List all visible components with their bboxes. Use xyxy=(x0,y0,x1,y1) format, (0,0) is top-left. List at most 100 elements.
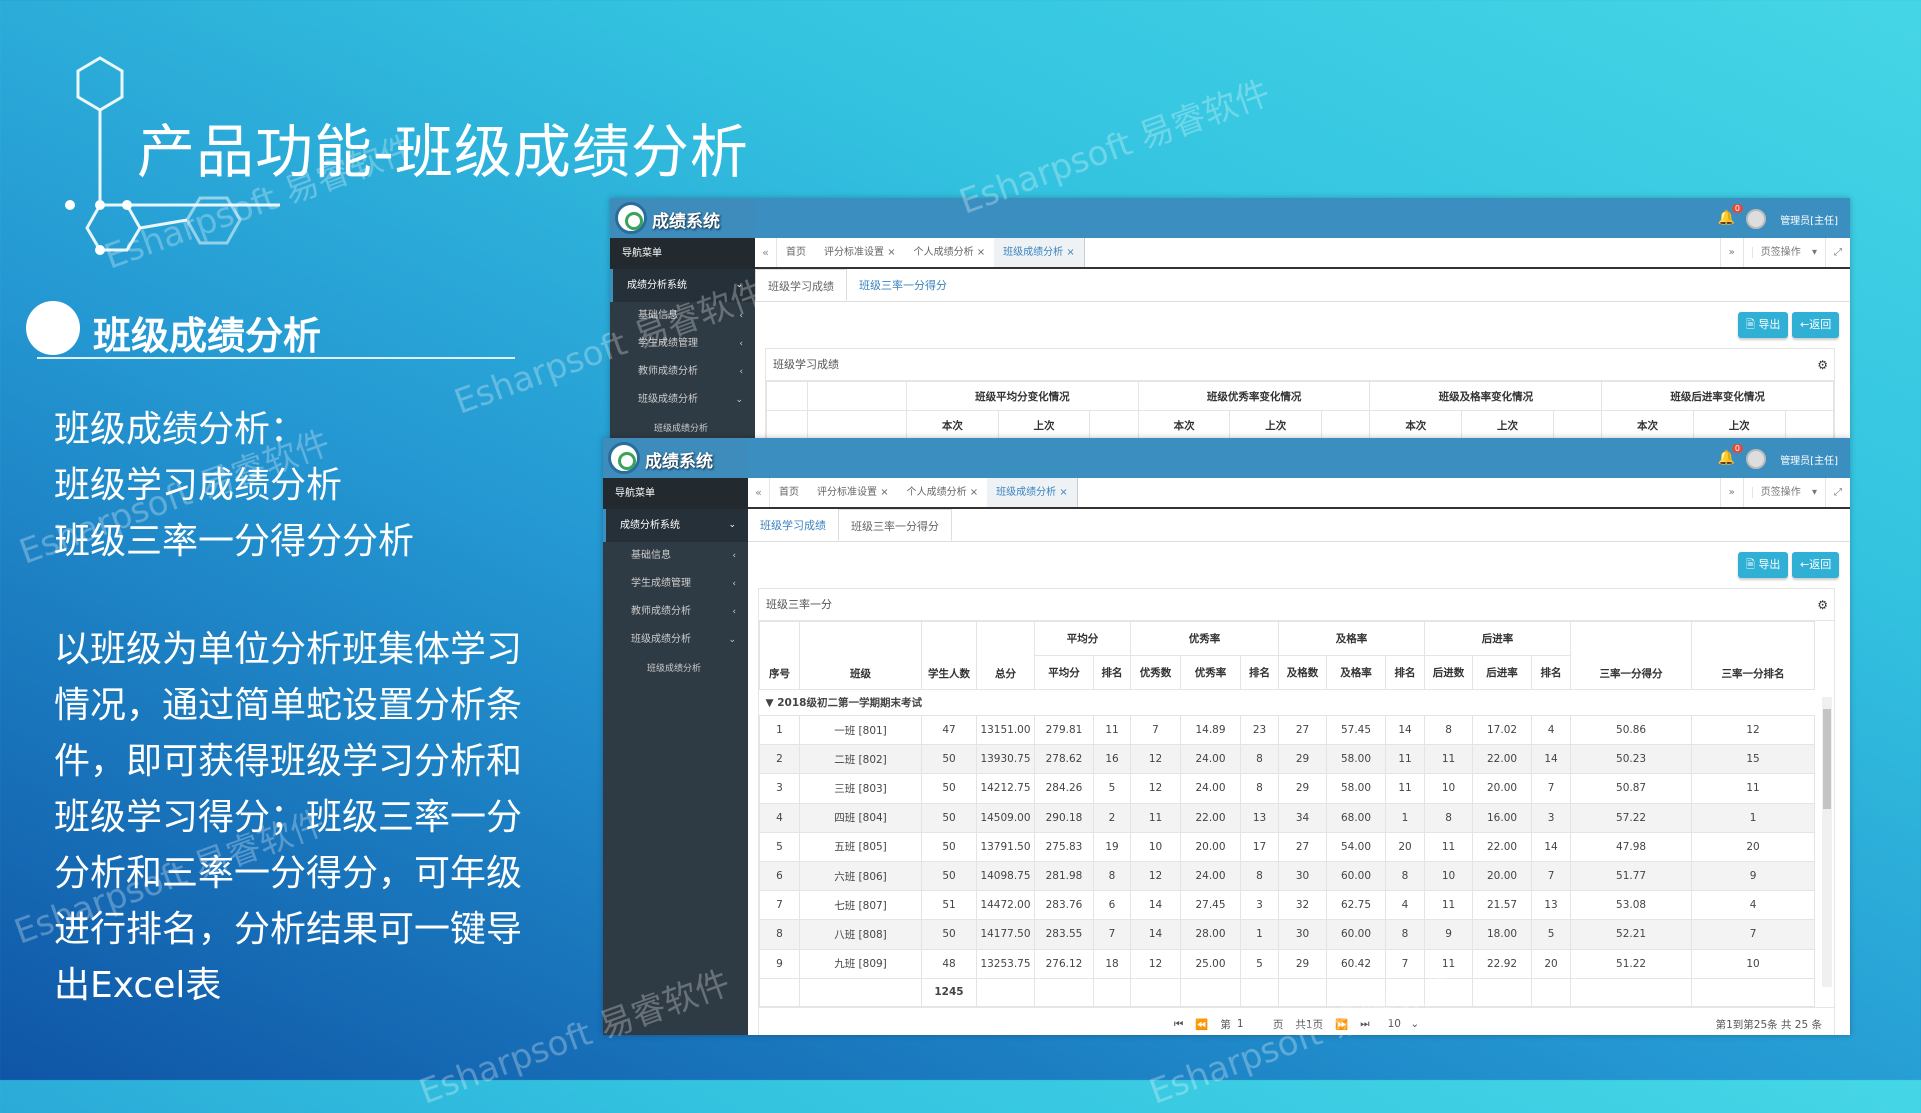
sidebar-subitem-class-analysis[interactable]: 班级成绩分析 xyxy=(654,424,709,434)
user-menu[interactable]: 管理员[主任] xyxy=(1780,456,1838,467)
table-cell: 10 xyxy=(1424,773,1474,804)
table-cell: 14177.50 xyxy=(976,919,1035,950)
group-row[interactable]: ▼ 2018级初二第一学期期末考试 xyxy=(760,690,1815,716)
table-row[interactable]: 7 七班 [807] 51 14472.00 283.76 6 14 27.45 3 32 62.7… xyxy=(759,890,1816,921)
collapse-icon[interactable]: ⚙ xyxy=(1817,358,1828,372)
table-cell: 21.57 xyxy=(1472,890,1533,921)
table-cell: 47 xyxy=(921,714,977,746)
column-header: 班级 xyxy=(799,621,922,690)
sidebar-subitem-class-analysis[interactable]: 班级成绩分析 xyxy=(647,664,702,674)
group-row-cell[interactable]: ▼ 2018级初二第一学期期末考试 xyxy=(760,690,1815,716)
table-cell: 15 xyxy=(1691,744,1816,775)
tab-scroll-left-icon[interactable]: « xyxy=(748,478,770,507)
table-cell: 24.00 xyxy=(1180,773,1241,804)
table-row[interactable]: 9 九班 [809] 48 13253.75 276.12 18 12 25.00 5 29 60.… xyxy=(759,948,1816,979)
sidebar-item-class-analysis[interactable]: 班级成绩分析 ⌄ xyxy=(603,626,748,654)
total-cell xyxy=(799,977,922,1007)
scrollbar-thumb[interactable] xyxy=(1823,709,1831,809)
back-button[interactable]: ←返回 xyxy=(1792,312,1840,338)
table-row[interactable]: 4 四班 [804] 50 14509.00 290.18 2 11 22.00 13 34 68.… xyxy=(759,802,1816,833)
tab-personal-analysis[interactable]: 个人成绩分析 × xyxy=(905,238,995,267)
chevron-left-icon: ‹ xyxy=(732,579,736,589)
close-icon[interactable]: × xyxy=(969,487,979,498)
tab-scoring-standard[interactable]: 评分标准设置 × xyxy=(808,478,898,507)
table-scrollbar[interactable] xyxy=(1822,697,1832,987)
back-button[interactable]: ←返回 xyxy=(1792,552,1840,578)
table-cell: 11 xyxy=(1424,890,1474,921)
table-row[interactable]: 2 二班 [802] 50 13930.75 278.62 16 12 24.00 8 29 58.… xyxy=(759,744,1816,775)
last-page-icon[interactable]: ⏭ xyxy=(1360,1017,1370,1030)
table-row[interactable]: 8 八班 [808] 50 14177.50 283.55 7 14 28.00 1 30 60.0… xyxy=(759,919,1816,950)
page-ops-dropdown[interactable]: 页签操作 ▾ xyxy=(1742,478,1825,507)
subtab-learning-scores[interactable]: 班级学习成绩 xyxy=(760,519,826,532)
user-menu[interactable]: 管理员[主任] xyxy=(1780,216,1838,227)
export-button[interactable]: 🗎 导出 xyxy=(1738,552,1789,578)
page-input[interactable]: 1 xyxy=(1236,1018,1244,1031)
sidebar-item-basic-info[interactable]: 基础信息 ‹ xyxy=(610,302,755,330)
table-cell: 3 xyxy=(1531,802,1572,833)
table-row[interactable]: 5 五班 [805] 50 13791.50 275.83 19 10 20.00 17 27 54… xyxy=(759,831,1816,862)
tab-class-analysis[interactable]: 班级成绩分析 × xyxy=(994,238,1085,267)
tab-home[interactable]: 首页 xyxy=(786,247,806,258)
sidebar-item-teacher-analysis[interactable]: 教师成绩分析 ‹ xyxy=(610,358,755,386)
sidebar-item-basic-info[interactable]: 基础信息 ‹ xyxy=(603,542,748,570)
bell-icon[interactable]: 🔔 xyxy=(1717,210,1735,226)
page-size-select[interactable]: 10 ⌄ xyxy=(1387,1018,1420,1031)
sidebar-item-class-analysis[interactable]: 班级成绩分析 ⌄ xyxy=(610,386,755,414)
tab-scroll-right-icon[interactable]: » xyxy=(1719,478,1743,507)
prev-page-icon[interactable]: ⏪ xyxy=(1195,1018,1209,1031)
table-cell: 50 xyxy=(921,773,977,804)
first-page-icon[interactable]: ⏮ xyxy=(1173,1017,1184,1030)
bell-icon[interactable]: 🔔 xyxy=(1717,450,1735,466)
table-cell: 8 xyxy=(1239,744,1280,775)
sidebar-item-teacher-analysis[interactable]: 教师成绩分析 ‹ xyxy=(603,598,748,626)
tab-scroll-left-icon[interactable]: « xyxy=(755,238,777,267)
table-cell: 14.89 xyxy=(1180,714,1241,746)
export-button[interactable]: 🗎 导出 xyxy=(1738,312,1789,338)
table-cell: 6 xyxy=(1093,890,1131,921)
header-cell: 本次 xyxy=(1369,410,1463,438)
page-ops-dropdown[interactable]: 页签操作 ▾ xyxy=(1742,238,1825,267)
fullscreen-icon[interactable]: ⤢ xyxy=(1825,478,1850,507)
column-header: 及格率 xyxy=(1326,655,1387,690)
sidebar-item-student-scores[interactable]: 学生成绩管理 ‹ xyxy=(603,570,748,598)
close-icon[interactable]: × xyxy=(976,247,986,258)
avatar[interactable] xyxy=(1746,209,1766,229)
table-row[interactable]: 1 一班 [801] 47 13151.00 279.81 11 7 14.89 23 27 57.… xyxy=(759,714,1816,746)
collapse-icon[interactable]: ⚙ xyxy=(1817,598,1828,612)
tab-scoring-standard[interactable]: 评分标准设置 × xyxy=(815,238,905,267)
sidebar-item-system[interactable]: 成绩分析系统 ⌄ xyxy=(603,509,748,542)
table-panel: 班级三率一分 ⚙ 序号 班级 学生人数 总分 平均分 优秀率 及格率 后进率 三率一分得分 三率一分排… xyxy=(758,588,1835,1035)
table-cell: 29 xyxy=(1278,744,1328,775)
table-cell: 25.00 xyxy=(1180,948,1241,979)
table-cell: 68.00 xyxy=(1326,802,1387,833)
close-icon[interactable]: × xyxy=(887,247,896,258)
avatar[interactable] xyxy=(1746,449,1766,469)
fullscreen-icon[interactable]: ⤢ xyxy=(1825,238,1850,267)
header-cell xyxy=(807,381,908,411)
next-page-icon[interactable]: ⏩ xyxy=(1335,1018,1349,1031)
chevron-left-icon: ‹ xyxy=(732,551,736,561)
tab-personal-analysis[interactable]: 个人成绩分析 × xyxy=(898,478,988,507)
table-cell: 50.86 xyxy=(1570,714,1693,746)
tab-scroll-right-icon[interactable]: » xyxy=(1719,238,1743,267)
subtab-three-rates[interactable]: 班级三率一分得分 xyxy=(859,279,947,292)
subtab-three-rates[interactable]: 班级三率一分得分 xyxy=(838,509,952,541)
tab-class-analysis[interactable]: 班级成绩分析 × xyxy=(987,478,1078,507)
table-row[interactable]: 6 六班 [806] 50 14098.75 281.98 8 12 24.00 8 30 60.0… xyxy=(759,860,1816,892)
table-cell: 279.81 xyxy=(1034,714,1094,746)
app-name: 成绩系统 xyxy=(645,452,713,472)
subtab-learning-scores[interactable]: 班级学习成绩 xyxy=(755,269,847,301)
sidebar-item-student-scores[interactable]: 学生成绩管理 ‹ xyxy=(610,330,755,358)
table-cell: 22.00 xyxy=(1472,831,1533,862)
sidebar-item-system[interactable]: 成绩分析系统 ⌄ xyxy=(610,269,755,302)
close-icon[interactable]: × xyxy=(1066,247,1075,258)
table-cell: 7 xyxy=(1093,919,1131,950)
caret-down-icon[interactable]: ▼ xyxy=(765,697,774,709)
close-icon[interactable]: × xyxy=(1059,487,1068,498)
table-header-row: 班级平均分变化情况 班级优秀率变化情况 班级及格率变化情况 班级后进率变化情况 xyxy=(765,381,1834,411)
sidebar-nav-label: 导航菜单 xyxy=(610,238,755,269)
close-icon[interactable]: × xyxy=(880,487,889,498)
table-row[interactable]: 3 三班 [803] 50 14212.75 284.26 5 12 24.00 8 29 58.0… xyxy=(759,773,1816,804)
tab-home[interactable]: 首页 xyxy=(779,487,799,498)
